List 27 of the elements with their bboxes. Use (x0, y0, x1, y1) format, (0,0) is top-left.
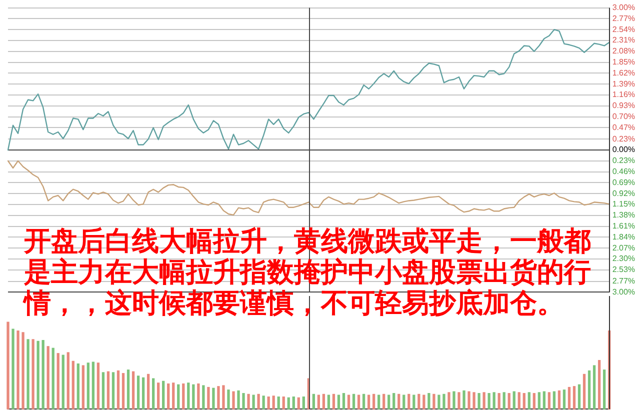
y-tick-label: 1.39% (612, 79, 636, 88)
y-tick-label: 0.46% (612, 167, 636, 176)
y-tick-label: 0.23% (612, 134, 636, 144)
y-tick-label: 2.54% (612, 24, 636, 34)
y-tick-label: 3.00% (612, 3, 636, 12)
y-tick-label: 0.70% (612, 112, 636, 122)
y-tick-label: 2.07% (612, 243, 636, 252)
y-tick-label: 3.00% (612, 287, 636, 296)
y-tick-label: 0.23% (612, 156, 636, 166)
y-tick-label: 0.47% (612, 122, 636, 132)
y-tick-label: 1.62% (612, 68, 636, 78)
y-tick-label: 2.77% (612, 276, 636, 286)
y-tick-label: 1.38% (612, 210, 636, 220)
y-tick-label: 0.92% (612, 188, 636, 198)
y-tick-label: 2.53% (612, 265, 636, 274)
y-tick-label: 1.16% (612, 90, 636, 100)
y-tick-label: 1.84% (612, 232, 636, 242)
y-tick-label: 1.61% (612, 222, 636, 231)
y-tick-label: 2.31% (612, 36, 636, 45)
y-tick-label: 2.08% (612, 46, 636, 56)
y-tick-label: 0.00% (612, 145, 636, 154)
y-tick-label: 2.30% (612, 254, 636, 264)
y-tick-label: 1.15% (612, 200, 636, 209)
y-tick-label: 2.77% (612, 14, 636, 23)
y-tick-label: 0.93% (612, 101, 636, 110)
y-tick-label: 1.85% (612, 58, 636, 67)
y-tick-label: 0.69% (612, 178, 636, 187)
